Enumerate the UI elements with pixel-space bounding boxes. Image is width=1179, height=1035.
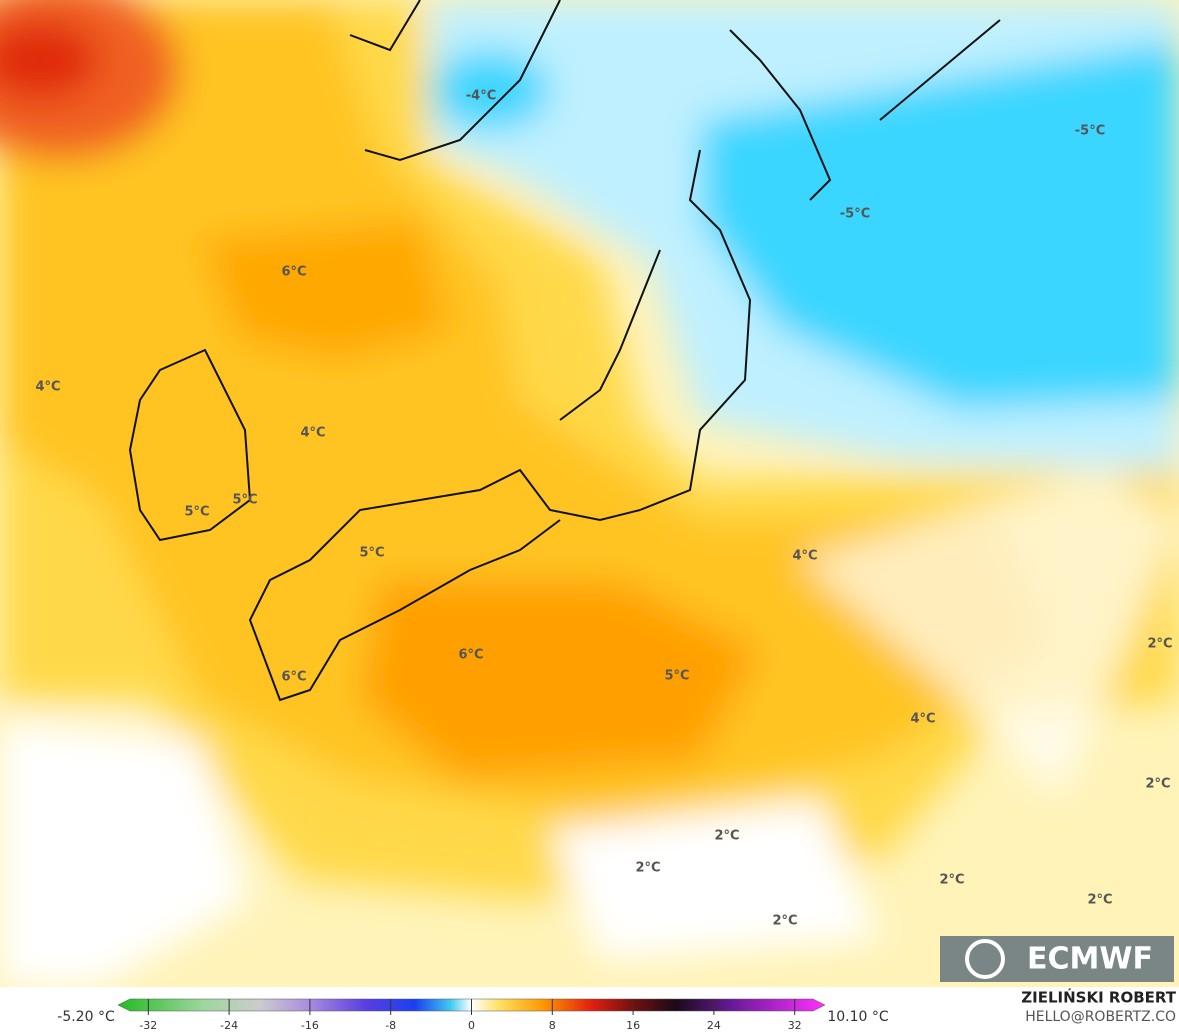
logo-text: ECMWF bbox=[1027, 942, 1153, 977]
colorbar-tick-label: -32 bbox=[139, 1019, 157, 1032]
colorbar-tick-label: 32 bbox=[788, 1019, 802, 1032]
contour-label: -5°C bbox=[840, 207, 870, 222]
contour-label: 2°C bbox=[772, 914, 797, 929]
map-field bbox=[0, 0, 1179, 987]
contour-label: 6°C bbox=[281, 670, 306, 685]
contour-label: 2°C bbox=[939, 873, 964, 888]
contour-label: 5°C bbox=[664, 669, 689, 684]
contour-label: 4°C bbox=[910, 712, 935, 727]
contour-label: -4°C bbox=[466, 89, 496, 104]
contour-label: -5°C bbox=[1075, 124, 1105, 139]
contour-label: 2°C bbox=[1147, 637, 1172, 652]
contour-label: 5°C bbox=[184, 505, 209, 520]
contour-label: 6°C bbox=[281, 265, 306, 280]
colorbar-tick-label: -24 bbox=[220, 1019, 238, 1032]
contour-label: 2°C bbox=[635, 861, 660, 876]
contour-label: 4°C bbox=[300, 426, 325, 441]
contour-label: 6°C bbox=[458, 648, 483, 663]
contact: HELLO@ROBERTZ.CO bbox=[1025, 1009, 1176, 1025]
colorbar-tick-label: 8 bbox=[549, 1019, 556, 1032]
colorbar-tick-label: -8 bbox=[385, 1019, 396, 1032]
logo-box: ECMWF bbox=[940, 936, 1174, 982]
contour-label: 4°C bbox=[792, 549, 817, 564]
coastlines bbox=[128, 0, 1001, 702]
colorbar-tick-label: 16 bbox=[626, 1019, 640, 1032]
contour-label: 4°C bbox=[35, 380, 60, 395]
contour-label: 2°C bbox=[714, 829, 739, 844]
contour-label: 2°C bbox=[1087, 893, 1112, 908]
contour-label: 5°C bbox=[359, 546, 384, 561]
colorbar-min: -5.20 °C bbox=[57, 1009, 115, 1025]
contour-label: 2°C bbox=[1145, 777, 1170, 792]
colorbar-tick-label: 0 bbox=[468, 1019, 475, 1032]
contour-label: 5°C bbox=[232, 493, 257, 508]
colorbar-tick-label: -16 bbox=[301, 1019, 319, 1032]
colorbar-max: 10.10 °C bbox=[827, 1009, 889, 1025]
colorbar-tick-label: 24 bbox=[707, 1019, 721, 1032]
author: ZIELIŃSKI ROBERT bbox=[1021, 988, 1176, 1007]
